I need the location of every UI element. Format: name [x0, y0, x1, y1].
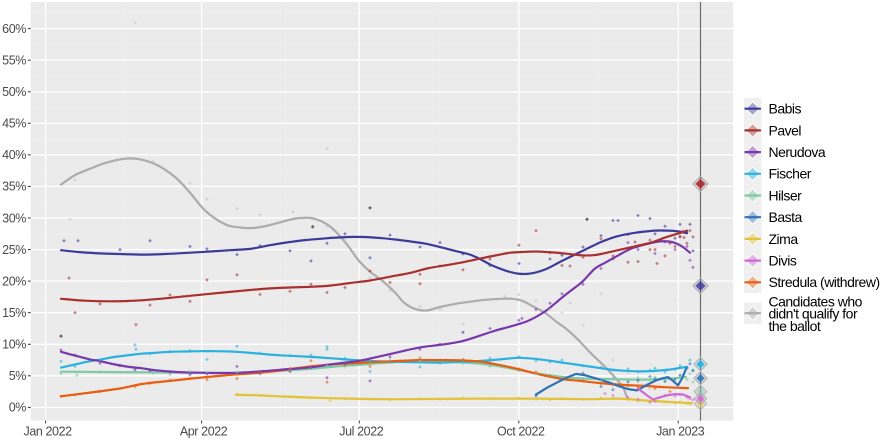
svg-text:Nerudova: Nerudova — [769, 144, 826, 160]
svg-text:30%: 30% — [2, 211, 26, 225]
svg-text:5%: 5% — [9, 369, 27, 383]
svg-text:Stredula (withdrew): Stredula (withdrew) — [769, 274, 880, 290]
svg-text:25%: 25% — [2, 243, 26, 257]
svg-text:didn't qualify for: didn't qualify for — [769, 306, 858, 322]
svg-text:Hilser: Hilser — [769, 187, 803, 203]
svg-text:Jan 2023: Jan 2023 — [656, 425, 705, 439]
svg-text:60%: 60% — [2, 22, 26, 36]
svg-text:20%: 20% — [2, 274, 26, 288]
svg-text:Jan 2022: Jan 2022 — [23, 425, 72, 439]
svg-text:0%: 0% — [9, 401, 27, 415]
svg-text:Oct 2022: Oct 2022 — [497, 425, 545, 439]
svg-text:Apr 2022: Apr 2022 — [180, 425, 228, 439]
svg-text:the ballot: the ballot — [769, 318, 821, 334]
svg-text:Jul 2022: Jul 2022 — [339, 425, 384, 439]
svg-text:35%: 35% — [2, 180, 26, 194]
svg-text:Basta: Basta — [769, 209, 803, 225]
svg-text:Divis: Divis — [769, 253, 797, 269]
svg-text:40%: 40% — [2, 148, 26, 162]
svg-text:10%: 10% — [2, 338, 26, 352]
svg-text:Zima: Zima — [769, 231, 799, 247]
svg-text:45%: 45% — [2, 117, 26, 131]
svg-text:15%: 15% — [2, 306, 26, 320]
svg-text:Pavel: Pavel — [769, 122, 802, 138]
svg-text:Candidates who: Candidates who — [769, 293, 863, 309]
svg-text:Fischer: Fischer — [769, 166, 812, 182]
svg-text:50%: 50% — [2, 85, 26, 99]
svg-text:Babis: Babis — [769, 101, 802, 117]
svg-text:55%: 55% — [2, 54, 26, 68]
